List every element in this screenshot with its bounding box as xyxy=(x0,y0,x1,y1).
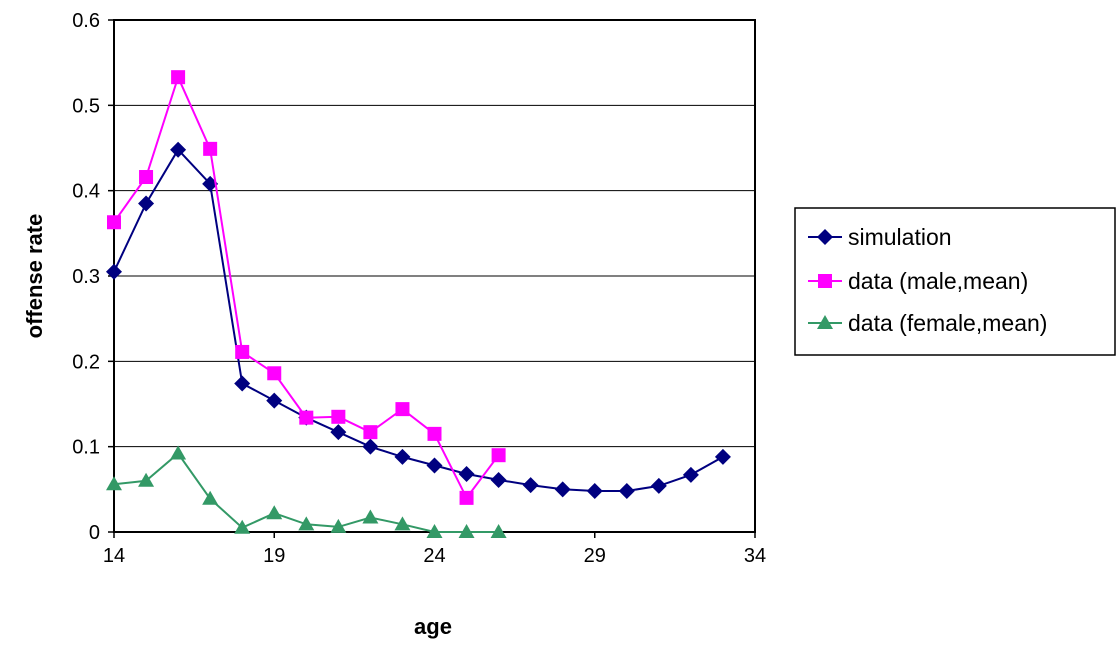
data-point xyxy=(426,457,443,474)
data-point xyxy=(330,424,347,441)
y-tick-label: 0 xyxy=(89,522,100,544)
data-point xyxy=(171,70,186,85)
gridlines xyxy=(114,104,755,448)
y-axis-title: offense rate xyxy=(22,214,47,339)
diamond-marker-icon xyxy=(817,229,833,245)
data-point xyxy=(426,524,443,538)
data-point xyxy=(138,195,155,212)
data-point xyxy=(427,426,442,441)
data-point xyxy=(618,483,635,500)
data-point xyxy=(458,465,475,482)
data-point xyxy=(650,477,667,494)
legend-label-female: data (female,mean) xyxy=(848,310,1047,336)
data-point xyxy=(170,141,187,158)
legend-label-simulation: simulation xyxy=(848,224,952,250)
data-point xyxy=(107,215,121,230)
y-tick-label: 0.3 xyxy=(72,266,100,288)
data-point xyxy=(458,524,475,538)
legend-item-female: data (female,mean) xyxy=(808,310,1047,336)
data-point xyxy=(138,472,155,487)
series-2 xyxy=(106,445,507,538)
data-point xyxy=(170,445,187,460)
data-point xyxy=(203,141,218,156)
data-point xyxy=(234,519,251,534)
data-point xyxy=(298,516,315,531)
data-point xyxy=(682,466,699,483)
data-point xyxy=(363,425,378,440)
data-point xyxy=(299,410,314,425)
data-point xyxy=(714,448,731,465)
y-axis-ticks: 0 0.1 0.2 0.3 0.4 0.5 0.6 xyxy=(72,10,114,544)
data-point xyxy=(362,438,379,455)
data-point xyxy=(490,471,507,488)
legend-item-male: data (male,mean) xyxy=(808,268,1028,294)
legend: simulation data (male,mean) data (female… xyxy=(794,207,1116,356)
legend-label-male: data (male,mean) xyxy=(848,268,1028,294)
data-point xyxy=(106,476,122,491)
data-point xyxy=(586,483,603,500)
triangle-marker-icon xyxy=(817,315,833,329)
data-point xyxy=(234,375,251,392)
data-point xyxy=(331,409,346,424)
data-point xyxy=(266,392,283,409)
legend-box xyxy=(794,207,1116,356)
data-point xyxy=(394,516,411,531)
data-point xyxy=(459,490,474,505)
data-point xyxy=(235,344,250,359)
data-point xyxy=(490,524,507,538)
data-point xyxy=(522,477,539,494)
data-point xyxy=(554,481,571,498)
data-point xyxy=(202,490,219,505)
series-layer xyxy=(106,70,731,538)
legend-item-simulation: simulation xyxy=(808,224,952,250)
series-0 xyxy=(106,141,731,500)
data-point xyxy=(395,402,410,417)
data-point xyxy=(362,509,379,524)
data-point xyxy=(330,518,347,533)
y-tick-label: 0.5 xyxy=(72,95,100,117)
y-tick-label: 0.2 xyxy=(72,351,100,373)
data-point xyxy=(266,505,283,520)
data-point xyxy=(491,448,506,463)
y-tick-label: 0.6 xyxy=(72,10,100,32)
x-tick-label: 19 xyxy=(263,545,285,567)
x-tick-label: 24 xyxy=(423,545,445,567)
x-tick-label: 34 xyxy=(744,545,766,567)
data-point xyxy=(106,263,122,280)
data-point xyxy=(267,366,282,381)
y-tick-label: 0.1 xyxy=(72,437,100,459)
x-tick-label: 29 xyxy=(584,545,606,567)
series-line xyxy=(113,148,724,492)
data-point xyxy=(139,170,154,185)
series-1 xyxy=(107,70,506,505)
x-axis-title: age xyxy=(414,614,452,639)
square-marker-icon xyxy=(818,274,832,288)
x-tick-label: 14 xyxy=(103,545,125,567)
data-point xyxy=(394,448,411,465)
y-tick-label: 0.4 xyxy=(72,181,100,203)
